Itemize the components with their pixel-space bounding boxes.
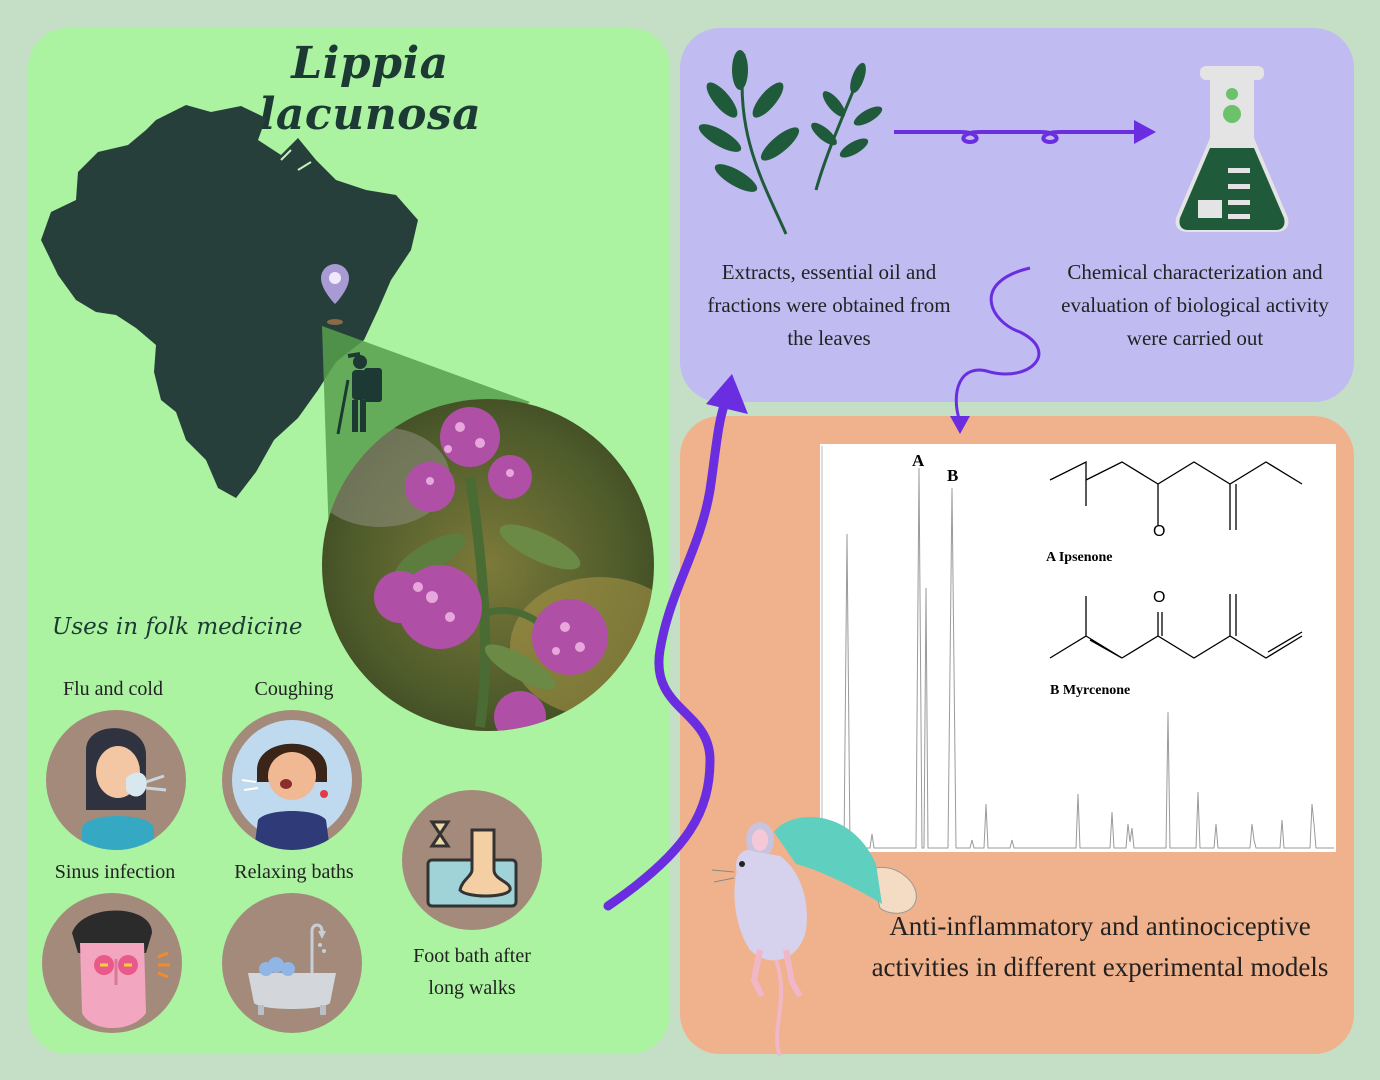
extraction-text: Extracts, essential oil and fractions we… bbox=[707, 260, 951, 350]
use-label-flu: Flu and cold bbox=[63, 678, 163, 700]
chromatogram-chart bbox=[820, 444, 1336, 852]
chromatogram-plot bbox=[821, 446, 1334, 850]
foot-bath-icon bbox=[402, 790, 542, 930]
lippia-flower-photo bbox=[322, 399, 654, 731]
big-flow-arrow bbox=[603, 374, 748, 911]
myrcenone-label: B Myrcenone bbox=[1050, 683, 1131, 698]
page-title: Lippia lacunosa bbox=[258, 38, 482, 140]
peak-a-label: A bbox=[912, 451, 925, 470]
coughing-icon bbox=[222, 710, 362, 850]
ipsenone-oxygen-label: O bbox=[1153, 523, 1166, 540]
use-label-baths: Relaxing baths bbox=[234, 861, 354, 883]
characterization-text: Chemical characterization and evaluation… bbox=[1061, 260, 1329, 350]
peak-b-label: B bbox=[947, 466, 959, 485]
hiker-icon bbox=[336, 352, 382, 435]
brazil-map-icon bbox=[41, 105, 418, 498]
relaxing-bath-icon bbox=[222, 893, 362, 1033]
use-label-foot-bath: Foot bath after long walks bbox=[413, 945, 531, 999]
leaves-icon bbox=[698, 50, 883, 235]
uses-heading: Uses in folk medicine bbox=[52, 614, 303, 640]
result-text: Anti-inflammatory and antinociceptive ac… bbox=[871, 911, 1329, 982]
squiggle-arrow bbox=[950, 266, 1041, 434]
myrcenone-oxygen-label: O bbox=[1153, 589, 1166, 606]
flask-icon bbox=[1175, 66, 1289, 232]
flu-cold-icon bbox=[46, 710, 186, 850]
sinus-infection-icon bbox=[42, 893, 182, 1033]
lab-mouse-icon bbox=[711, 817, 917, 1057]
process-arrow bbox=[894, 120, 1156, 145]
ipsenone-label: A Ipsenone bbox=[1046, 550, 1113, 565]
use-label-coughing: Coughing bbox=[254, 678, 334, 700]
use-label-sinus: Sinus infection bbox=[54, 861, 176, 883]
